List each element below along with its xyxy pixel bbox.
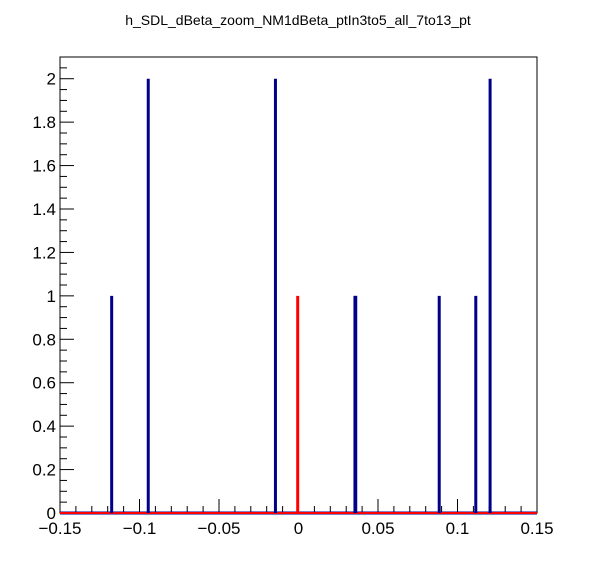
x-tick-label: 0.05 <box>361 519 394 538</box>
x-tick-label: −0.05 <box>197 519 240 538</box>
y-tick-label: 0 <box>47 504 56 523</box>
y-tick-label: 0.4 <box>32 417 56 436</box>
y-tick-label: 0.6 <box>32 374 56 393</box>
histogram-spikes <box>60 78 537 515</box>
x-tick-label: −0.15 <box>38 519 81 538</box>
y-tick-label: 0.2 <box>32 461 56 480</box>
x-tick-label: 0 <box>294 519 303 538</box>
x-tick-label: 0.15 <box>520 519 553 538</box>
tick-labels: −0.15 −0.1 −0.05 0 0.05 0.1 0.15 0 0.2 0.4 0.6 0.8 1… <box>32 70 553 538</box>
y-tick-label: 1.8 <box>32 113 56 132</box>
y-tick-label: 1 <box>47 287 56 306</box>
y-tick-label: 1.6 <box>32 157 56 176</box>
y-tick-label: 0.8 <box>32 330 56 349</box>
x-tick-label: 0.1 <box>446 519 470 538</box>
x-tick-label: −0.1 <box>123 519 157 538</box>
y-tick-label: 2 <box>47 70 56 89</box>
y-tick-label: 1.2 <box>32 243 56 262</box>
chart-title: h_SDL_dBeta_zoom_NM1dBeta_ptIn3to5_all_7… <box>125 12 471 28</box>
y-tick-label: 1.4 <box>32 200 56 219</box>
